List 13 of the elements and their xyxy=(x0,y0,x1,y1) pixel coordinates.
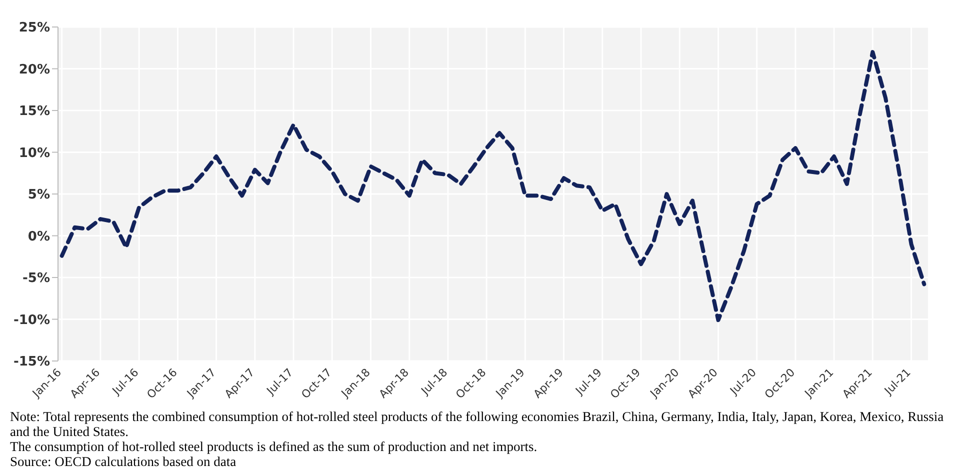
y-tick-label: -10% xyxy=(13,312,50,328)
y-tick-label: -15% xyxy=(13,354,50,370)
y-tick-label: 10% xyxy=(18,146,50,161)
y-tick-label: 15% xyxy=(18,104,50,120)
line-series xyxy=(60,50,926,322)
y-tick-label: -5% xyxy=(22,271,50,286)
y-tick-label: 20% xyxy=(18,62,50,78)
y-tick-label: 25% xyxy=(18,20,50,36)
y-tick-label: 5% xyxy=(28,188,50,203)
text: Note: Total represents the combined consumption of hot-rolled steel products of the following economies Brazil, China, Germany, India, Italy, Japan, Korea, Mexico, Russia and the United States. xyxy=(10,409,945,439)
y-tick-label: 0% xyxy=(28,229,50,244)
text: The consumption of hot-rolled steel products is defined as the sum of production and net imports. xyxy=(10,439,538,454)
source-note: Source: OECD calculations based on data xyxy=(10,454,238,469)
